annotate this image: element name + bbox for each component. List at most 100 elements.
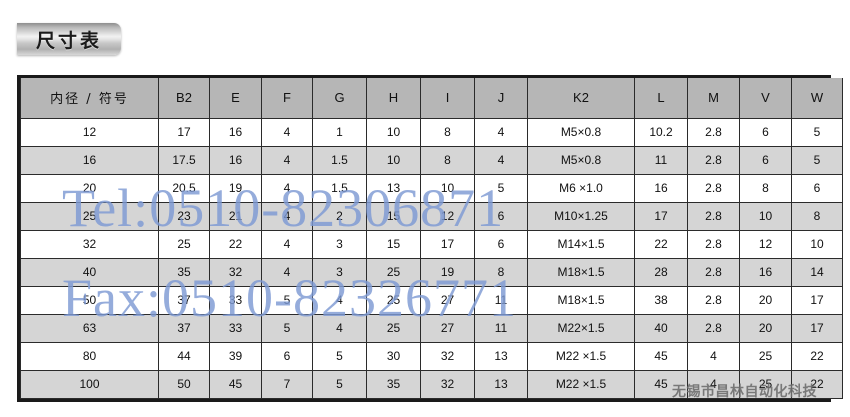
table-cell: 6: [474, 229, 528, 259]
row-label-cell: 20: [20, 173, 159, 203]
table-cell: 23: [158, 201, 210, 231]
table-cell: 20.5: [158, 173, 210, 203]
table-cell: 4: [312, 285, 367, 315]
table-cell: 11: [474, 285, 528, 315]
table-cell: 6: [261, 341, 313, 371]
table-cell: 8: [739, 173, 792, 203]
table-cell: 4: [261, 257, 313, 287]
table-cell: 25: [739, 369, 792, 399]
table-cell: 4: [687, 341, 740, 371]
table-cell: 17.5: [158, 145, 210, 175]
table-cell: M5×0.8: [527, 117, 635, 147]
table-cell: 10: [420, 173, 475, 203]
table-cell: 35: [158, 257, 210, 287]
table-cell: 32: [209, 257, 262, 287]
table-cell: 4: [687, 369, 740, 399]
dimension-table-title-badge: 尺寸表: [17, 23, 121, 55]
table-cell: M6 ×1.0: [527, 173, 635, 203]
table-row: 50 37 33 5 4 25 27 11 M18×1.5 38 2.8 20 17: [20, 285, 843, 315]
table-cell: 2.8: [687, 285, 740, 315]
table-cell: 33: [209, 313, 262, 343]
table-cell: 37: [158, 313, 210, 343]
column-header-g: G: [312, 78, 367, 119]
table-cell: 1.5: [312, 173, 367, 203]
table-cell: 11: [634, 145, 688, 175]
table-cell: 16: [634, 173, 688, 203]
table-cell: 33: [209, 285, 262, 315]
row-label-cell: 16: [20, 145, 159, 175]
table-cell: 3: [312, 229, 367, 259]
table-cell: 22: [209, 229, 262, 259]
table-cell: 17: [634, 201, 688, 231]
dimension-table-container: 内径 / 符号 B2 E F G H I J K2 L M V W 12 17 16…: [17, 75, 843, 402]
table-cell: 5: [312, 369, 367, 399]
table-cell: 35: [366, 369, 421, 399]
table-row: 80 44 39 6 5 30 32 13 M22 ×1.5 45 4 25 22: [20, 341, 843, 371]
column-header-i: I: [420, 78, 475, 119]
table-cell: 5: [261, 313, 313, 343]
table-cell: 28: [634, 257, 688, 287]
table-cell: 5: [791, 117, 843, 147]
table-cell: 4: [312, 313, 367, 343]
table-cell: 45: [634, 341, 688, 371]
table-cell: 17: [791, 313, 843, 343]
table-cell: 5: [312, 341, 367, 371]
table-row: 40 35 32 4 3 25 19 8 M18×1.5 28 2.8 16 14: [20, 257, 843, 287]
table-cell: 50: [158, 369, 210, 399]
table-cell: M5×0.8: [527, 145, 635, 175]
column-header-m: M: [687, 78, 740, 119]
row-label-cell: 40: [20, 257, 159, 287]
table-cell: M18×1.5: [527, 285, 635, 315]
table-cell: 6: [791, 173, 843, 203]
table-header-row: 内径 / 符号 B2 E F G H I J K2 L M V W: [20, 78, 843, 119]
table-cell: 16: [209, 145, 262, 175]
row-label-cell: 50: [20, 285, 159, 315]
table-cell: 4: [261, 229, 313, 259]
column-header-inner-diameter: 内径 / 符号: [20, 78, 159, 119]
table-cell: 19: [420, 257, 475, 287]
table-cell: 10: [739, 201, 792, 231]
column-header-j: J: [474, 78, 528, 119]
table-cell: 5: [791, 145, 843, 175]
table-cell: 25: [366, 257, 421, 287]
table-cell: 10: [366, 117, 421, 147]
table-cell: 2.8: [687, 173, 740, 203]
column-header-v: V: [739, 78, 792, 119]
table-cell: 2.8: [687, 257, 740, 287]
table-cell: 2.8: [687, 145, 740, 175]
table-cell: 20: [739, 313, 792, 343]
table-body: 12 17 16 4 1 10 8 4 M5×0.8 10.2 2.8 6 5 16 17.5 16 4 1.5 1…: [20, 117, 843, 399]
table-cell: 8: [474, 257, 528, 287]
table-cell: 4: [261, 201, 313, 231]
table-cell: 25: [366, 313, 421, 343]
dimension-table: 内径 / 符号 B2 E F G H I J K2 L M V W 12 17 16…: [20, 78, 843, 399]
column-header-h: H: [366, 78, 421, 119]
table-cell: 10: [366, 145, 421, 175]
table-cell: 13: [474, 369, 528, 399]
table-row: 25 23 21 4 2 15 12 6 M10×1.25 17 2.8 10 8: [20, 201, 843, 231]
table-cell: 8: [420, 117, 475, 147]
table-cell: 4: [474, 117, 528, 147]
table-row: 100 50 45 7 5 35 32 13 M22 ×1.5 45 4 25 22: [20, 369, 843, 399]
table-cell: 32: [420, 369, 475, 399]
table-cell: 45: [209, 369, 262, 399]
table-cell: 8: [420, 145, 475, 175]
table-cell: 1: [312, 117, 367, 147]
row-label-cell: 25: [20, 201, 159, 231]
table-cell: 6: [739, 117, 792, 147]
table-cell: 5: [474, 173, 528, 203]
table-cell: 16: [739, 257, 792, 287]
table-cell: 32: [420, 341, 475, 371]
table-cell: 15: [366, 229, 421, 259]
table-cell: 44: [158, 341, 210, 371]
table-cell: M22 ×1.5: [527, 341, 635, 371]
table-cell: 6: [739, 145, 792, 175]
table-cell: 25: [158, 229, 210, 259]
table-cell: 5: [261, 285, 313, 315]
table-cell: 2.8: [687, 313, 740, 343]
table-cell: 37: [158, 285, 210, 315]
table-cell: 13: [366, 173, 421, 203]
table-header: 内径 / 符号 B2 E F G H I J K2 L M V W: [20, 78, 843, 119]
table-cell: 13: [474, 341, 528, 371]
table-cell: 4: [261, 117, 313, 147]
